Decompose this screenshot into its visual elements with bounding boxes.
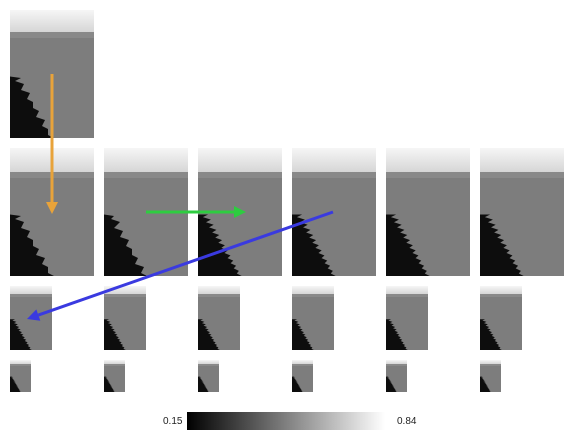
row-3-panel-4 — [292, 360, 313, 392]
row-2-panel-6 — [480, 286, 522, 350]
arrows — [27, 74, 334, 321]
row-1-panel-5 — [386, 148, 470, 276]
image-panels — [10, 10, 564, 392]
row-1-panel-6 — [480, 148, 564, 276]
row-2-panel-2 — [104, 286, 146, 350]
row-3-panel-5 — [386, 360, 407, 392]
row-3-panel-2 — [104, 360, 125, 392]
row-3-panel-3 — [198, 360, 219, 392]
colorbar-gradient — [187, 412, 385, 430]
row-2-panel-5 — [386, 286, 428, 350]
row-2-panel-1 — [10, 286, 52, 350]
green-arrow — [146, 206, 246, 218]
row-2-panel-4 — [292, 286, 334, 350]
orange-arrow — [46, 74, 58, 214]
colorbar-max-label: 0.84 — [397, 416, 417, 427]
colorbar-min-label: 0.15 — [163, 416, 183, 427]
blue-arrow — [27, 210, 334, 321]
row-3-panel-1 — [10, 360, 31, 392]
row-1-panel-4 — [292, 148, 376, 276]
row-3-panel-6 — [480, 360, 501, 392]
row-2-panel-3 — [198, 286, 240, 350]
